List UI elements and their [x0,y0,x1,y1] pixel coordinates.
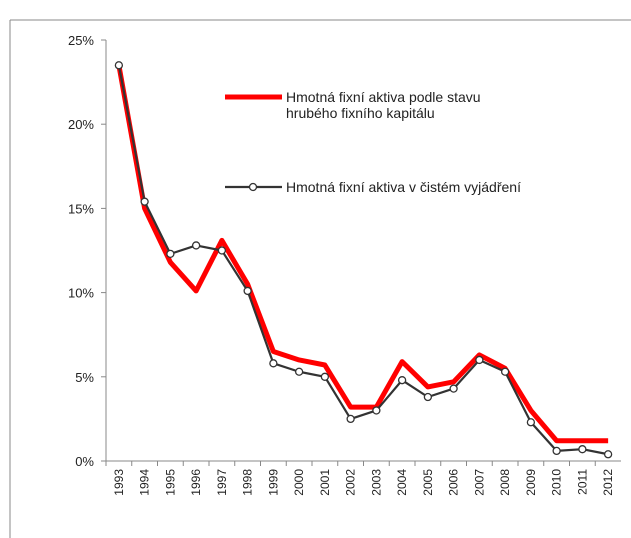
legend-label: Hmotná fixní aktiva podle stavu hrubého … [286,89,481,121]
x-tick-label: 1997 [215,469,229,496]
point [191,241,201,250]
x-tick-label: 1996 [189,469,203,496]
x-tick-label: 2007 [472,469,486,496]
point [603,450,613,459]
x-tick-label: 1999 [266,469,280,496]
point [552,446,561,456]
x-tick-label: 2002 [344,469,358,496]
point [269,359,278,368]
x-tick-label: 2001 [318,469,332,496]
point [526,418,536,427]
x-tick-label: 1995 [163,469,177,496]
x-tick-label: 2009 [524,469,538,496]
x-tick-label: 2008 [498,469,512,496]
x-tick-label: 2004 [395,469,409,496]
x-tick-label: 1993 [112,469,126,496]
point [166,249,175,259]
x-tick-label: 1998 [241,469,255,496]
point [500,367,510,376]
point [449,384,458,393]
point [346,414,355,424]
x-tick-label: 1994 [138,469,152,496]
x-tick-label: 2011 [575,469,589,495]
y-tick-label: 5% [75,370,94,385]
x-tick-label: 2005 [421,469,435,496]
x-tick-label: 2012 [601,469,615,496]
series-line [117,65,609,456]
point [140,197,149,206]
y-tick-label: 0% [75,454,94,469]
point [243,286,252,296]
point [217,246,227,255]
x-tick-label: 2006 [447,469,461,496]
point [114,61,124,70]
x-tick-label: 2010 [550,469,564,496]
series-line [116,64,609,444]
point [320,372,330,381]
y-tick-label: 25% [68,33,94,48]
y-tick-label: 20% [68,117,94,132]
point [578,445,587,454]
point [423,392,433,402]
point [294,367,304,376]
point [475,355,484,365]
point [372,406,381,415]
y-tick-label: 15% [68,201,94,216]
legend-marker [248,182,258,192]
point [397,376,407,385]
x-tick-label: 2000 [292,469,306,496]
y-tick-label: 10% [68,286,94,301]
legend-label: Hmotná fixní aktiva v čistém vyjádření [286,179,521,195]
x-tick-label: 2003 [369,469,383,496]
